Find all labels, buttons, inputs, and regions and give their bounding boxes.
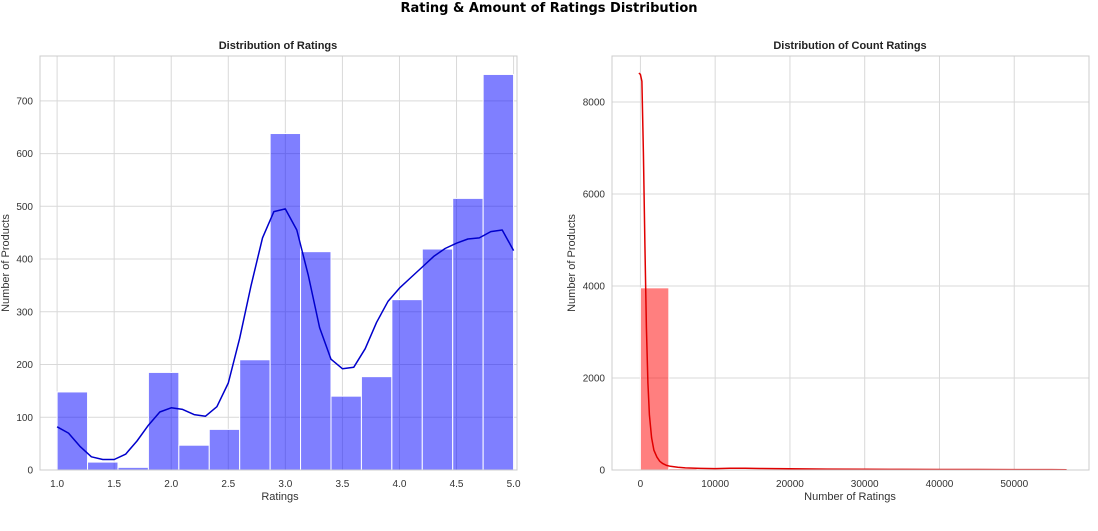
ratings-bar-5	[208, 428, 241, 471]
ratings-x-tick-0: 1.0	[50, 479, 64, 490]
ratings-x-ticks: 1.0 1.5 2.0 2.5 3.0 3.5 4.0 4.5 5.0	[50, 479, 521, 490]
count-ratings-y-tick-0: 0	[599, 466, 605, 477]
count-ratings-kde-line	[638, 72, 1067, 471]
ratings-y-tick-1: 100	[16, 413, 33, 424]
count-ratings-y-tick-1: 2000	[583, 374, 606, 385]
ratings-x-tick-5: 3.5	[335, 479, 349, 490]
ratings-bar-7	[269, 133, 302, 471]
ratings-y-tick-4: 400	[16, 255, 33, 266]
count-ratings-x-tick-2: 20000	[776, 479, 804, 490]
ratings-x-tick-4: 3.0	[278, 479, 292, 490]
ratings-bar-0	[56, 391, 89, 471]
ratings-y-tick-3: 300	[16, 307, 33, 318]
ratings-y-ticks: 0 100 200 300 400 500 600 700	[16, 96, 33, 476]
ratings-bar-3	[147, 371, 180, 471]
ratings-bar-1	[87, 461, 119, 471]
count-ratings-x-tick-5: 50000	[1000, 479, 1028, 490]
count-ratings-x-tick-1: 10000	[701, 479, 729, 490]
ratings-x-tick-8: 5.0	[507, 479, 521, 490]
count-ratings-plot-frame	[611, 55, 1090, 471]
ratings-bar-14	[482, 73, 515, 471]
count-ratings-y-tick-4: 8000	[583, 98, 606, 109]
count-ratings-y-ticks: 0 2000 4000 6000 8000	[583, 98, 606, 477]
ratings-x-tick-6: 4.0	[393, 479, 407, 490]
ratings-x-label: Ratings	[261, 491, 299, 503]
count-ratings-x-tick-4: 40000	[926, 479, 954, 490]
count-ratings-bars	[639, 287, 1068, 471]
ratings-y-label: Number of Products	[0, 214, 12, 312]
count-ratings-x-label: Number of Ratings	[804, 491, 896, 503]
ratings-plot-frame	[39, 55, 518, 471]
count-ratings-x-tick-0: 0	[638, 479, 644, 490]
ratings-chart: Distribution of Ratings 1.0 1.5 2.0 2.5 3.0 3…	[0, 40, 521, 503]
ratings-bar-11	[391, 299, 423, 471]
ratings-bar-10	[360, 376, 393, 471]
ratings-chart-title: Distribution of Ratings	[219, 40, 338, 52]
ratings-bar-9	[330, 395, 362, 471]
ratings-x-tick-2: 2.0	[164, 479, 178, 490]
ratings-kde	[56, 208, 515, 461]
ratings-bar-12	[421, 248, 454, 471]
count-ratings-chart-title: Distribution of Count Ratings	[773, 40, 926, 52]
ratings-x-tick-3: 2.5	[221, 479, 235, 490]
figure-title: Rating & Amount of Ratings Distribution	[400, 1, 697, 16]
ratings-bars	[56, 73, 515, 471]
ratings-y-tick-2: 200	[16, 360, 33, 371]
count-ratings-grid	[612, 56, 1089, 471]
count-ratings-x-ticks: 0 10000 20000 30000 40000 50000	[638, 479, 1029, 490]
ratings-bar-4	[178, 444, 210, 471]
ratings-x-tick-1: 1.5	[107, 479, 121, 490]
count-ratings-y-label: Number of Products	[566, 214, 578, 312]
count-ratings-chart: Distribution of Count Ratings 0 10000 2000…	[566, 40, 1090, 503]
ratings-bar-6	[239, 359, 271, 471]
ratings-y-tick-5: 500	[16, 202, 33, 213]
count-ratings-kde	[638, 72, 1067, 471]
ratings-x-tick-7: 4.5	[450, 479, 464, 490]
count-ratings-y-tick-3: 6000	[583, 190, 606, 201]
count-ratings-bar-0	[639, 287, 670, 471]
count-ratings-y-tick-2: 4000	[583, 282, 606, 293]
ratings-bar-8	[300, 251, 332, 471]
ratings-y-tick-6: 600	[16, 149, 33, 160]
count-ratings-x-tick-3: 30000	[851, 479, 879, 490]
ratings-y-tick-0: 0	[27, 466, 33, 477]
ratings-y-tick-7: 700	[16, 96, 33, 107]
ratings-kde-line	[56, 208, 515, 461]
